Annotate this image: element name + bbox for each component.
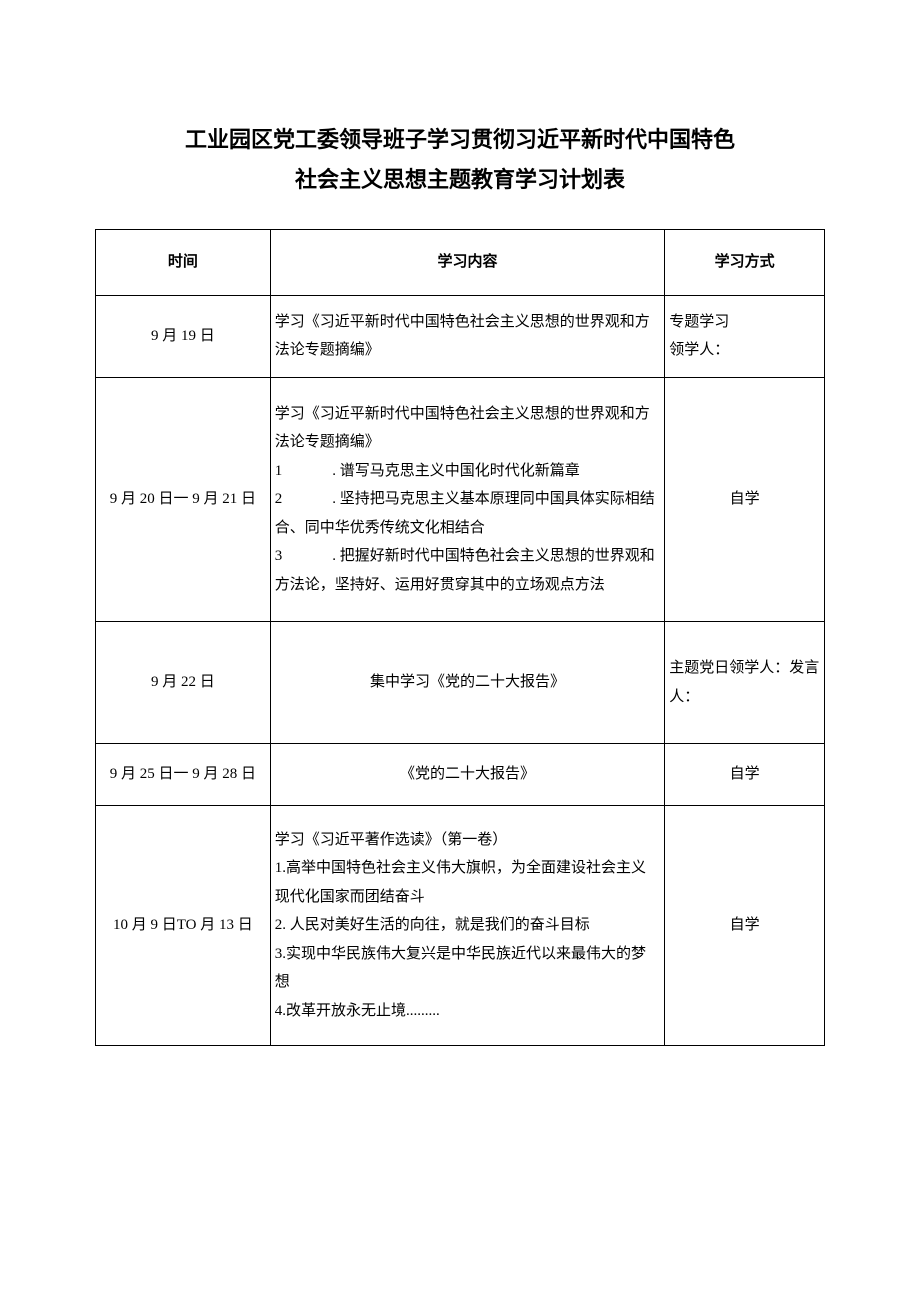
table-header-row: 时间 学习内容 学习方式 [96,230,825,296]
content-intro: 学习《习近平新时代中国特色社会主义思想的世界观和方法论专题摘编》 [275,400,660,457]
content-item: 2. 人民对美好生活的向往，就是我们的奋斗目标 [275,911,660,940]
title-line-2: 社会主义思想主题教育学习计划表 [95,160,825,200]
cell-time: 9 月 25 日一 9 月 28 日 [96,744,271,806]
cell-content: 学习《习近平新时代中国特色社会主义思想的世界观和方法论专题摘编》 1. 谱写马克… [270,377,664,622]
cell-time: 9 月 19 日 [96,295,271,377]
header-method: 学习方式 [665,230,825,296]
cell-time: 10 月 9 日TO 月 13 日 [96,805,271,1046]
content-item: 1. 谱写马克思主义中国化时代化新篇章 [275,457,660,486]
content-item: 1.高举中国特色社会主义伟大旗帜，为全面建设社会主义现代化国家而团结奋斗 [275,854,660,911]
title-line-1: 工业园区党工委领导班子学习贯彻习近平新时代中国特色 [95,120,825,160]
method-line2: 领学人： [669,342,729,358]
cell-method: 自学 [665,805,825,1046]
header-time: 时间 [96,230,271,296]
method-line1: 专题学习 [669,314,729,330]
study-plan-table: 时间 学习内容 学习方式 9 月 19 日 学习《习近平新时代中国特色社会主义思… [95,229,825,1046]
table-row: 9 月 25 日一 9 月 28 日 《党的二十大报告》 自学 [96,744,825,806]
cell-time: 9 月 20 日一 9 月 21 日 [96,377,271,622]
content-item: 3. 把握好新时代中国特色社会主义思想的世界观和方法论，坚持好、运用好贯穿其中的… [275,542,660,599]
cell-method: 自学 [665,744,825,806]
content-item: 2. 坚持把马克思主义基本原理同中国具体实际相结合、同中华优秀传统文化相结合 [275,485,660,542]
table-row: 9 月 22 日 集中学习《党的二十大报告》 主题党日领学人：发言人： [96,622,825,744]
table-row: 10 月 9 日TO 月 13 日 学习《习近平著作选读》（第一卷） 1.高举中… [96,805,825,1046]
header-content: 学习内容 [270,230,664,296]
content-item: 3.实现中华民族伟大复兴是中华民族近代以来最伟大的梦想 [275,940,660,997]
cell-method: 主题党日领学人：发言人： [665,622,825,744]
document-title: 工业园区党工委领导班子学习贯彻习近平新时代中国特色 社会主义思想主题教育学习计划… [95,120,825,199]
cell-time: 9 月 22 日 [96,622,271,744]
cell-content: 学习《习近平新时代中国特色社会主义思想的世界观和方法论专题摘编》 [270,295,664,377]
cell-content: 《党的二十大报告》 [270,744,664,806]
cell-content: 学习《习近平著作选读》（第一卷） 1.高举中国特色社会主义伟大旗帜，为全面建设社… [270,805,664,1046]
cell-method: 专题学习 领学人： [665,295,825,377]
content-intro: 学习《习近平著作选读》（第一卷） [275,826,660,855]
table-row: 9 月 19 日 学习《习近平新时代中国特色社会主义思想的世界观和方法论专题摘编… [96,295,825,377]
table-row: 9 月 20 日一 9 月 21 日 学习《习近平新时代中国特色社会主义思想的世… [96,377,825,622]
content-item: 4.改革开放永无止境......... [275,997,660,1026]
cell-method: 自学 [665,377,825,622]
cell-content: 集中学习《党的二十大报告》 [270,622,664,744]
